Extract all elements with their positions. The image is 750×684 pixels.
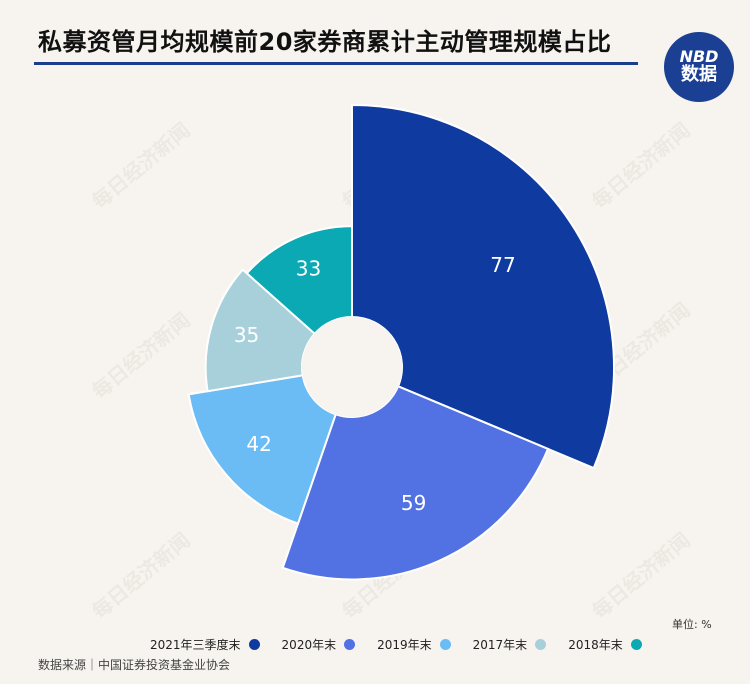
data-source: 数据来源｜中国证券投资基金业协会 xyxy=(38,658,231,672)
legend-swatch xyxy=(535,639,547,650)
logo-text-data: 数据 xyxy=(681,63,717,85)
legend-swatch xyxy=(630,639,642,650)
title-divider xyxy=(34,62,638,65)
legend-label: 2020年末 xyxy=(281,638,337,652)
data-label: 42 xyxy=(246,432,271,456)
unit-label: 单位: % xyxy=(672,618,712,631)
legend-label: 2019年末 xyxy=(377,638,432,652)
legend-swatch xyxy=(439,639,451,650)
data-label: 77 xyxy=(490,253,515,277)
legend-label: 2018年末 xyxy=(568,638,623,652)
nbd-logo: NBD 数据 xyxy=(664,32,734,102)
data-label: 59 xyxy=(401,491,426,515)
center-hole xyxy=(302,317,402,417)
data-label: 35 xyxy=(234,323,259,347)
legend-item: 2019年末 xyxy=(377,636,451,653)
legend-swatch xyxy=(248,639,260,650)
chart-legend: 2021年三季度末 2020年末 2019年末 2017年末 2018年末 xyxy=(150,636,642,653)
legend-item: 2017年末 xyxy=(473,636,547,653)
legend-label: 2021年三季度末 xyxy=(150,638,241,652)
legend-item: 2021年三季度末 xyxy=(150,636,260,653)
legend-item: 2020年末 xyxy=(282,636,356,653)
page-title: 私募资管月均规模前20家券商累计主动管理规模占比 xyxy=(38,28,612,56)
legend-item: 2018年末 xyxy=(568,636,642,653)
legend-swatch xyxy=(344,639,356,650)
data-label: 33 xyxy=(296,256,321,280)
legend-label: 2017年末 xyxy=(472,638,528,652)
logo-text-nbd: NBD xyxy=(679,47,719,67)
